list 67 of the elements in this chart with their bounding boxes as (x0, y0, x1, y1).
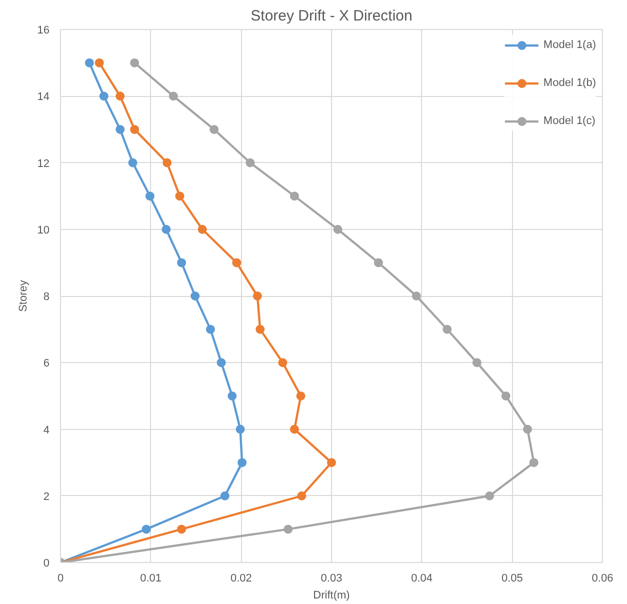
x-tick-label: 0.01 (140, 572, 162, 584)
point (236, 424, 245, 434)
point (472, 358, 482, 368)
point (232, 258, 242, 268)
point (485, 491, 494, 500)
point (290, 424, 299, 434)
point (198, 224, 207, 234)
point (284, 524, 293, 534)
x-tick-label: 0.03 (320, 572, 342, 584)
point (412, 292, 421, 300)
point (168, 92, 178, 101)
point (210, 124, 219, 134)
chart-title: Storey Drift - X Direction (250, 8, 412, 24)
point (529, 458, 538, 468)
point (145, 192, 154, 201)
point (290, 192, 299, 201)
point (206, 324, 215, 334)
point (278, 358, 288, 368)
y-tick-label: 4 (43, 424, 50, 436)
point (296, 391, 306, 400)
point (252, 292, 262, 300)
point (256, 324, 265, 334)
point (116, 124, 125, 134)
point (130, 124, 140, 134)
y-tick-label: 6 (43, 358, 50, 370)
legend-label: Model 1(b) (543, 77, 596, 89)
point (246, 158, 255, 168)
point (523, 424, 532, 434)
point (142, 524, 151, 534)
point (190, 292, 200, 300)
x-tick-label: 0.06 (592, 572, 614, 584)
point (177, 258, 186, 268)
point (333, 224, 342, 234)
legend-label: Model 1(a) (543, 39, 596, 51)
point (327, 458, 336, 468)
point (94, 58, 104, 68)
x-tick-label: 0.02 (230, 572, 252, 584)
y-axis-title: Storey (17, 280, 30, 312)
point (228, 391, 237, 400)
point (128, 158, 138, 168)
point (374, 258, 383, 268)
y-tick-label: 2 (43, 490, 50, 503)
y-tick-label: 12 (37, 158, 50, 170)
point (162, 224, 171, 234)
point (297, 491, 306, 500)
point (130, 58, 140, 68)
point (442, 324, 452, 334)
point (99, 92, 108, 101)
point (84, 58, 94, 68)
y-tick-label: 16 (37, 24, 50, 36)
point (501, 391, 510, 400)
x-tick-label: 0.05 (501, 572, 523, 584)
point (175, 192, 184, 201)
x-axis-title: Drift(m) (313, 590, 350, 602)
y-tick-label: 10 (37, 224, 50, 236)
point (162, 158, 172, 168)
point (216, 358, 226, 368)
x-tick-label: 0 (57, 572, 64, 584)
x-tick-label: 0.04 (411, 572, 433, 584)
point (177, 524, 186, 534)
y-tick-label: 14 (37, 91, 50, 104)
legend-label: Model 1(c) (543, 115, 596, 127)
point (238, 458, 247, 468)
point (116, 92, 125, 101)
point (220, 491, 230, 500)
y-tick-label: 8 (43, 291, 50, 303)
y-tick-label: 0 (43, 558, 50, 570)
